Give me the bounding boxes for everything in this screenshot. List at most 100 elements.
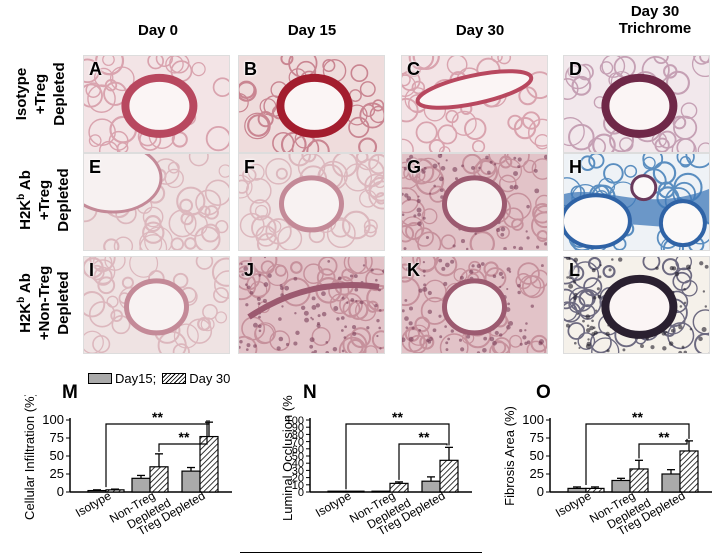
legend-swatch-day30 xyxy=(162,373,187,384)
bar-day30 xyxy=(199,435,219,493)
y-axis-label: Fibrosis Area (%) xyxy=(502,406,517,506)
micrograph-panel-k: K xyxy=(401,256,548,354)
micrograph-image xyxy=(84,154,229,250)
y-tick-label: 75 xyxy=(530,430,544,445)
airway-lumen xyxy=(601,274,678,339)
micrograph-image xyxy=(402,154,547,250)
column-header-day15: Day 15 xyxy=(287,22,337,39)
panel-label-f: F xyxy=(244,157,255,177)
micrograph-panel-c: C xyxy=(401,55,548,153)
micrograph-panel-j: J xyxy=(238,256,385,354)
airway-lumen xyxy=(415,69,534,110)
panel-label-g: G xyxy=(407,157,422,177)
panel-label-c: C xyxy=(407,59,420,79)
bar-day30 xyxy=(149,466,169,493)
micrograph-image xyxy=(402,257,547,353)
bar-chart-luminal-occlusion: Luminal Occlusion (%) 0102030405060708090… xyxy=(280,395,472,538)
column-header-day30-line: Day 30 xyxy=(630,3,680,20)
airway-lumen xyxy=(121,73,198,138)
bar-day30 xyxy=(679,450,699,493)
y-tick-label: 50 xyxy=(50,448,64,463)
bar-day30 xyxy=(389,482,409,493)
row-header-text: H2K xyxy=(17,302,34,333)
significance-bracket xyxy=(585,423,690,485)
y-tick-label: 25 xyxy=(50,466,64,481)
micrograph-image xyxy=(84,257,229,353)
panel-label-d: D xyxy=(569,59,582,79)
row-header-line: Depleted xyxy=(51,62,68,126)
divider-line xyxy=(240,552,482,553)
y-tick-label: 100 xyxy=(522,412,544,427)
significance-bracket xyxy=(345,423,450,490)
airway-lumen xyxy=(276,73,353,138)
chart-letter-n: N xyxy=(303,382,317,403)
bar-day30 xyxy=(439,459,459,493)
legend-label-day15: Day15; xyxy=(115,371,157,386)
micrograph-panel-d: D xyxy=(563,55,710,153)
panel-label-h: H xyxy=(569,157,582,177)
row-header-sup: b xyxy=(16,193,27,200)
row-header-text: Ab xyxy=(17,273,34,297)
y-tick-label: 50 xyxy=(292,451,304,463)
row-header-sup: b xyxy=(16,296,27,303)
panel-label-e: E xyxy=(89,157,102,177)
significance-label: ** xyxy=(392,409,403,425)
column-header-day0: Day 0 xyxy=(137,22,179,39)
row-header-line: Isotype xyxy=(13,67,30,121)
airway-lumen xyxy=(279,175,344,233)
y-axis-label: Cellular Infiltration (%) xyxy=(22,395,37,520)
y-tick-label: 90 xyxy=(292,422,304,434)
bar-day15 xyxy=(181,470,201,493)
y-tick-label: 75 xyxy=(50,430,64,445)
airway-lumen xyxy=(442,175,507,233)
row-header-isotype: Isotype +Treg Depleted xyxy=(12,46,72,142)
micrograph-image xyxy=(564,257,709,353)
panel-label-a: A xyxy=(89,59,102,79)
chart-letter-m: M xyxy=(62,382,78,403)
y-tick-label: 50 xyxy=(530,448,544,463)
significance-label: ** xyxy=(632,409,643,425)
micrograph-image xyxy=(564,154,709,250)
airway-lumen xyxy=(442,278,507,336)
y-tick-label: 30 xyxy=(292,465,304,477)
micrograph-image xyxy=(239,257,384,353)
y-tick-label: 100 xyxy=(286,415,304,427)
bar-day30 xyxy=(629,468,649,493)
micrograph-image xyxy=(239,56,384,152)
row-header-line: H2Kb Ab xyxy=(12,152,35,248)
bar-day30 xyxy=(105,489,125,493)
chart-legend: Day15; Day 30 xyxy=(88,371,230,386)
significance-bracket xyxy=(105,420,210,488)
y-tick-label: 0 xyxy=(57,484,64,499)
y-tick-label: 0 xyxy=(298,487,304,499)
bar-day30 xyxy=(585,487,605,493)
panel-label-i: I xyxy=(89,260,95,280)
micrograph-panel-a: A xyxy=(83,55,230,153)
y-tick-label: 40 xyxy=(292,458,304,470)
micrograph-panel-i: I xyxy=(83,256,230,354)
airway-lumen xyxy=(84,154,163,214)
row-header-line: H2Kb Ab xyxy=(12,241,35,365)
row-header-line: Depleted xyxy=(55,168,72,232)
micrograph-panel-h: H xyxy=(563,153,710,251)
significance-bracket xyxy=(158,420,208,452)
airway-lumen xyxy=(601,73,678,138)
y-tick-label: 100 xyxy=(42,412,64,427)
airway-lumen xyxy=(124,278,189,336)
panel-label-k: K xyxy=(407,260,420,280)
row-header-h2kb-treg: H2Kb Ab +Treg Depleted xyxy=(12,152,72,248)
micrograph-panel-l: L xyxy=(563,256,710,354)
y-tick-label: 10 xyxy=(292,480,304,492)
column-header-trichrome-line: Trichrome xyxy=(618,20,692,37)
y-axis-label: Luminal Occlusion (%) xyxy=(280,395,295,521)
y-tick-label: 25 xyxy=(530,466,544,481)
row-header-line: +Treg xyxy=(36,179,53,221)
y-tick-label: 60 xyxy=(292,444,304,456)
chart-letter-o: O xyxy=(536,382,551,403)
row-header-h2kb-nontreg: H2Kb Ab +Non-Treg Depleted xyxy=(12,241,72,365)
micrograph-image xyxy=(84,56,229,152)
legend-swatch-day15 xyxy=(88,373,112,384)
row-header-line: Depleted xyxy=(55,271,72,335)
